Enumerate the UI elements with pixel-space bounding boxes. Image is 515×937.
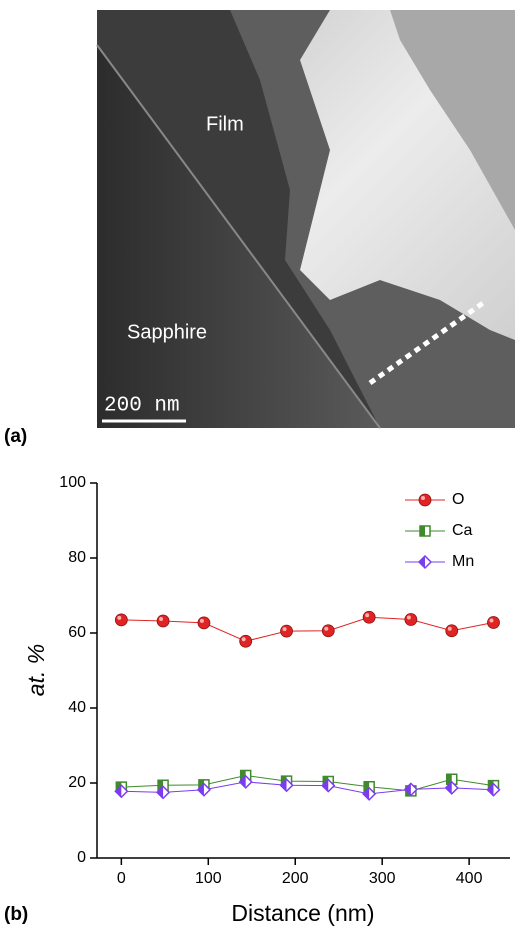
series-line bbox=[121, 616, 494, 642]
marker-body bbox=[156, 614, 170, 628]
interface-line bbox=[96, 44, 381, 429]
marker-half bbox=[404, 783, 411, 796]
x-tick-label: 0 bbox=[117, 870, 126, 887]
marker-shine bbox=[241, 637, 246, 642]
marker-half bbox=[322, 779, 329, 792]
marker bbox=[321, 778, 336, 793]
marker-half bbox=[445, 781, 452, 794]
y-tick-label: 100 bbox=[59, 474, 86, 491]
y-tick-label: 40 bbox=[68, 699, 86, 716]
marker-shine bbox=[282, 627, 287, 632]
marker bbox=[444, 780, 459, 795]
marker-half bbox=[198, 779, 204, 790]
y-tick-label: 0 bbox=[77, 849, 86, 866]
marker bbox=[486, 782, 501, 797]
marker bbox=[196, 782, 212, 797]
scale-label: 200 nm bbox=[104, 395, 180, 418]
x-tick-label: 300 bbox=[369, 870, 396, 887]
panel-label: (b) bbox=[4, 904, 28, 925]
film-label: Film bbox=[206, 113, 244, 135]
marker bbox=[239, 634, 253, 648]
marker-body bbox=[445, 624, 459, 638]
marker bbox=[156, 614, 170, 628]
marker bbox=[487, 616, 500, 629]
marker bbox=[362, 610, 376, 624]
marker-body bbox=[362, 610, 376, 624]
marker-half bbox=[363, 787, 370, 800]
marker-half bbox=[239, 775, 246, 788]
marker-body bbox=[280, 624, 293, 638]
marker-shine bbox=[421, 496, 425, 500]
marker-body bbox=[404, 613, 418, 626]
legend-label: O bbox=[452, 491, 464, 508]
marker bbox=[403, 782, 418, 797]
y-tick-label: 60 bbox=[68, 624, 86, 641]
x-axis-label: Distance (nm) bbox=[231, 900, 374, 926]
marker bbox=[197, 616, 211, 630]
x-tick-label: 200 bbox=[282, 870, 309, 887]
marker bbox=[114, 613, 128, 627]
marker-body bbox=[418, 493, 432, 507]
marker-half bbox=[115, 785, 122, 798]
marker bbox=[238, 774, 253, 789]
marker-shine bbox=[447, 626, 452, 631]
marker-half bbox=[364, 781, 370, 792]
marker-shine bbox=[406, 615, 411, 620]
legend-label: Mn bbox=[452, 553, 474, 570]
marker-shine bbox=[365, 613, 370, 618]
marker-half bbox=[280, 779, 287, 792]
marker-half bbox=[197, 783, 204, 796]
marker-shine bbox=[199, 618, 204, 623]
x-tick-label: 100 bbox=[195, 870, 222, 887]
panel-label: (a) bbox=[4, 426, 27, 447]
marker bbox=[114, 784, 129, 799]
x-tick-label: 400 bbox=[456, 870, 483, 887]
marker-body bbox=[239, 634, 253, 648]
marker-half bbox=[487, 783, 494, 796]
marker-shine bbox=[489, 618, 494, 623]
legend-label: Ca bbox=[452, 522, 473, 539]
marker bbox=[419, 525, 431, 537]
marker bbox=[418, 493, 432, 507]
marker bbox=[156, 785, 171, 800]
y-tick-label: 80 bbox=[68, 549, 86, 566]
marker bbox=[417, 554, 433, 570]
scan-line bbox=[368, 300, 485, 386]
series-line bbox=[121, 781, 494, 795]
marker bbox=[280, 624, 293, 638]
marker-half bbox=[158, 780, 164, 791]
right-region bbox=[390, 10, 515, 230]
marker-shine bbox=[117, 615, 122, 620]
tem-image: Film Sapphire 200 nm bbox=[96, 10, 515, 429]
marker-half bbox=[446, 774, 452, 785]
marker bbox=[445, 624, 459, 638]
marker-body bbox=[197, 616, 211, 630]
sapphire-label: Sapphire bbox=[127, 321, 207, 343]
marker-shine bbox=[159, 617, 164, 621]
marker-half bbox=[419, 556, 425, 568]
marker bbox=[362, 786, 377, 801]
y-axis-label: at. % bbox=[23, 644, 49, 696]
marker-body bbox=[321, 624, 335, 638]
marker-half bbox=[157, 786, 164, 799]
marker bbox=[321, 624, 335, 638]
series-line bbox=[121, 774, 494, 792]
marker-half bbox=[420, 526, 425, 536]
marker-body bbox=[114, 613, 128, 627]
marker-half bbox=[240, 770, 246, 781]
marker-shine bbox=[324, 626, 329, 631]
y-tick-label: 20 bbox=[68, 774, 86, 791]
marker bbox=[279, 778, 294, 793]
marker-body bbox=[487, 616, 500, 629]
marker bbox=[404, 613, 418, 626]
